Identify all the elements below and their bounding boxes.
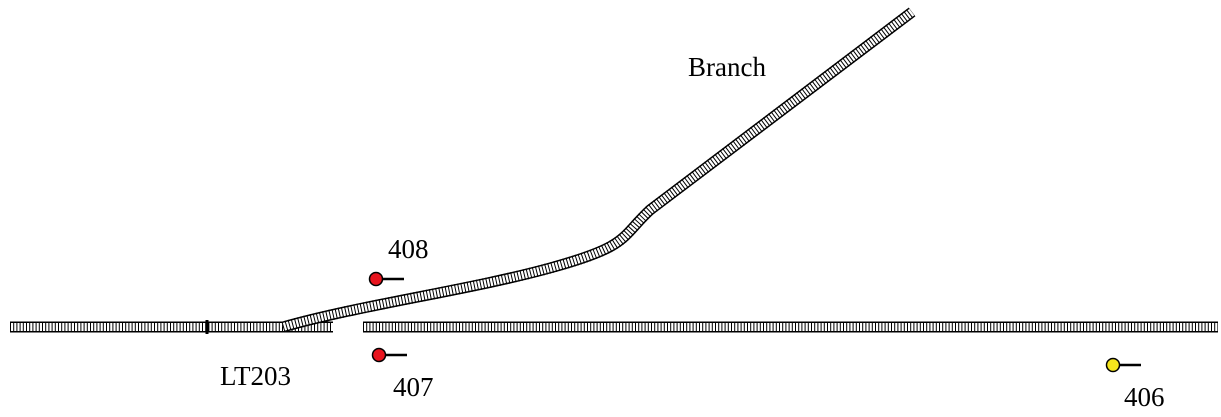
branch-label: Branch [688, 52, 766, 82]
signal [368, 271, 404, 287]
junction-label: LT203 [220, 361, 291, 391]
signal-label: 407 [393, 372, 434, 402]
signal [371, 347, 407, 363]
branch-line [281, 7, 916, 333]
signal-label: 406 [1124, 382, 1165, 412]
signal-label: 408 [388, 234, 429, 264]
signal [1105, 357, 1141, 373]
